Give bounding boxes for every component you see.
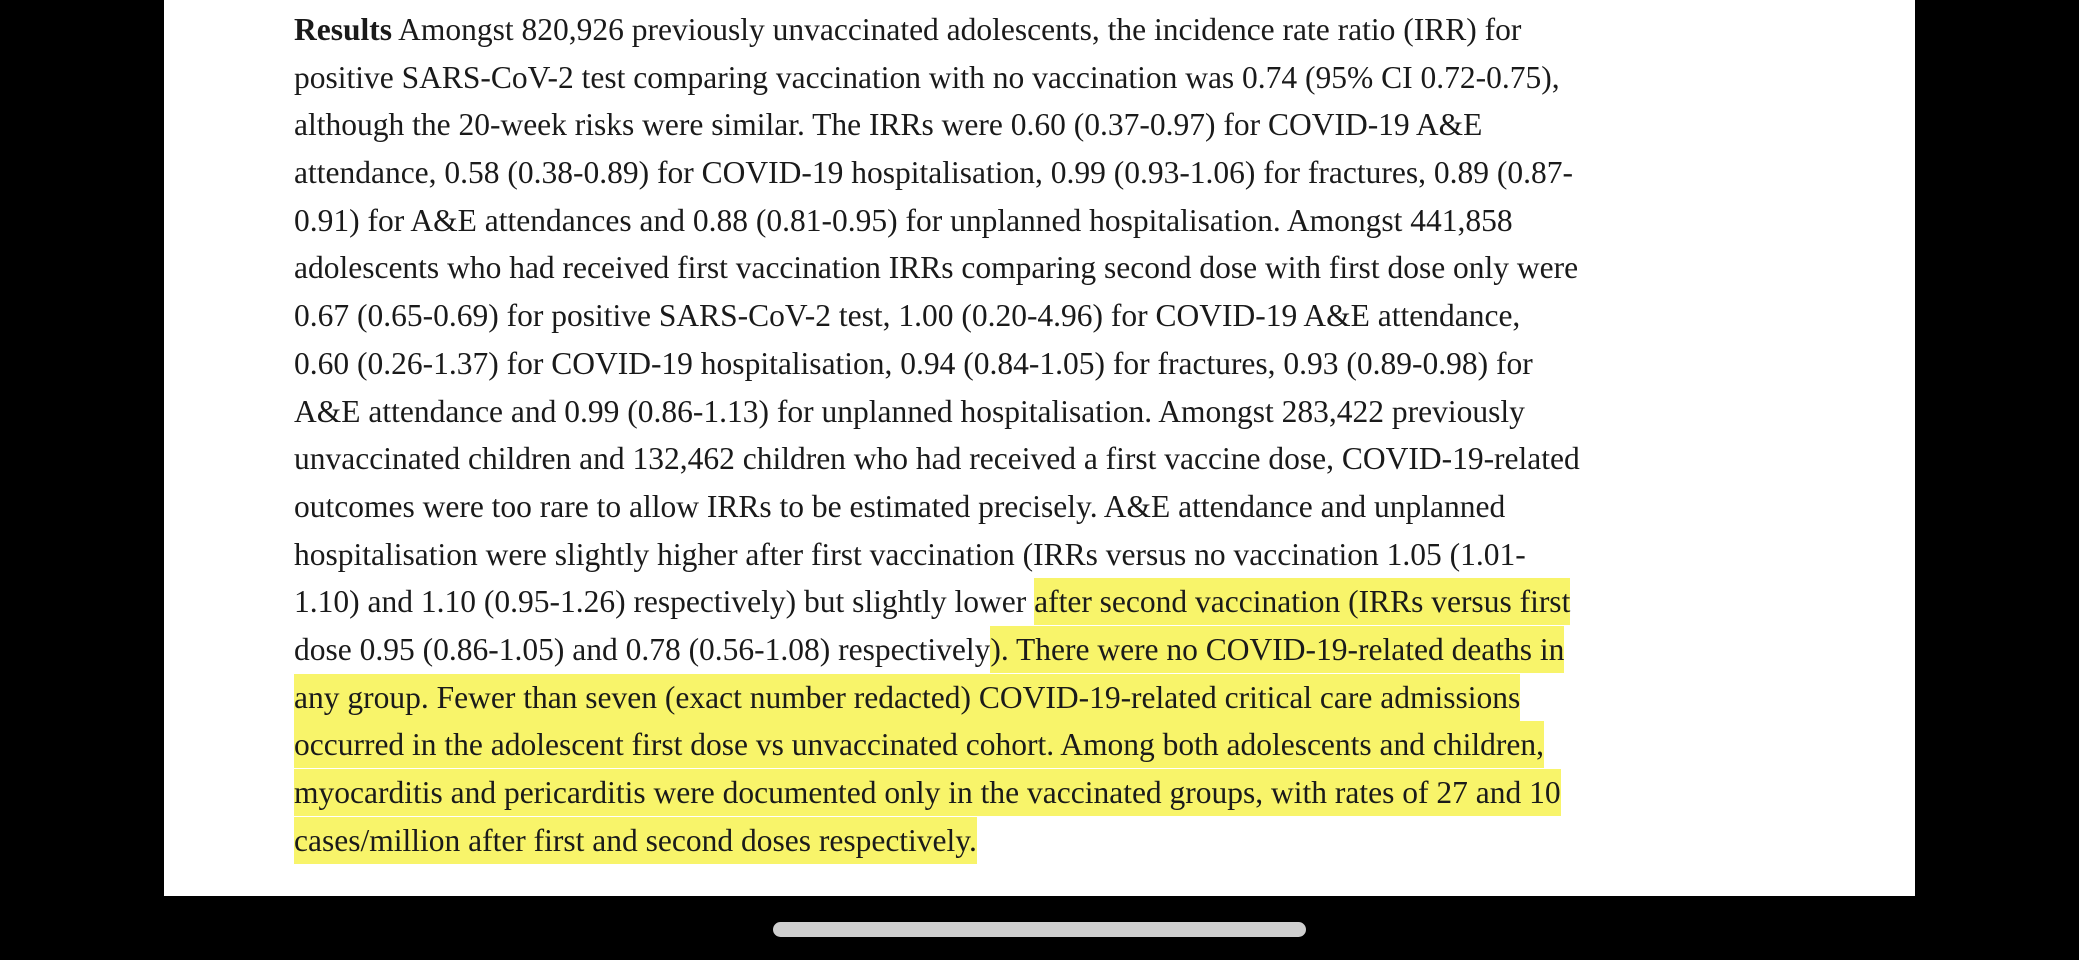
text-segment: Amongst 820,926 previously unvaccinated … [392, 12, 1522, 47]
highlighted-text: cases/million after first and second dos… [294, 822, 977, 858]
text-line: 0.60 (0.26-1.37) for COVID-19 hospitalis… [294, 340, 1580, 388]
text-line: cases/million after first and second dos… [294, 817, 1580, 865]
text-segment: adolescents who had received first vacci… [294, 250, 1579, 286]
text-segment: outcomes were too rare to allow IRRs to … [294, 488, 1506, 524]
text-line: myocarditis and pericarditis were docume… [294, 769, 1580, 817]
text-line: 0.91) for A&E attendances and 0.88 (0.81… [294, 197, 1580, 245]
text-segment: 0.91) for A&E attendances and 0.88 (0.81… [294, 202, 1513, 238]
highlighted-text: ). There were no COVID-19-related deaths… [990, 631, 1565, 667]
text-segment: 1.10) and 1.10 (0.95-1.26) respectively)… [294, 584, 1035, 620]
text-segment: A&E attendance and 0.99 (0.86-1.13) for … [294, 393, 1525, 429]
results-paragraph: Results Amongst 820,926 previously unvac… [294, 6, 1580, 864]
text-line: outcomes were too rare to allow IRRs to … [294, 483, 1580, 531]
text-line: adolescents who had received first vacci… [294, 244, 1580, 292]
section-heading: Results [294, 12, 393, 47]
highlighted-text: after second vaccination (IRRs versus fi… [1034, 584, 1571, 620]
text-line: occurred in the adolescent first dose vs… [294, 721, 1580, 769]
text-line: Results Amongst 820,926 previously unvac… [294, 6, 1580, 54]
text-segment: although the 20-week risks were similar.… [294, 107, 1483, 143]
text-segment: 0.67 (0.65-0.69) for positive SARS-CoV-2… [294, 298, 1521, 334]
text-line: unvaccinated children and 132,462 childr… [294, 435, 1580, 483]
text-line: attendance, 0.58 (0.38-0.89) for COVID-1… [294, 149, 1580, 197]
text-line: 1.10) and 1.10 (0.95-1.26) respectively)… [294, 578, 1580, 626]
text-line: 0.67 (0.65-0.69) for positive SARS-CoV-2… [294, 292, 1580, 340]
highlighted-text: any group. Fewer than seven (exact numbe… [294, 679, 1521, 715]
text-segment: positive SARS-CoV-2 test comparing vacci… [294, 59, 1560, 95]
text-line: dose 0.95 (0.86-1.05) and 0.78 (0.56-1.0… [294, 626, 1580, 674]
highlighted-text: myocarditis and pericarditis were docume… [294, 775, 1561, 810]
text-segment: dose 0.95 (0.86-1.05) and 0.78 (0.56-1.0… [294, 631, 991, 667]
text-line: positive SARS-CoV-2 test comparing vacci… [294, 54, 1580, 102]
text-segment: attendance, 0.58 (0.38-0.89) for COVID-1… [294, 155, 1573, 191]
home-indicator-bar[interactable] [773, 922, 1306, 937]
highlighted-text: occurred in the adolescent first dose vs… [294, 727, 1544, 763]
text-segment: hospitalisation were slightly higher aft… [294, 536, 1526, 572]
text-line: A&E attendance and 0.99 (0.86-1.13) for … [294, 388, 1580, 436]
text-segment: 0.60 (0.26-1.37) for COVID-19 hospitalis… [294, 345, 1533, 381]
text-segment: unvaccinated children and 132,462 childr… [294, 441, 1580, 477]
document-page: Results Amongst 820,926 previously unvac… [164, 0, 1915, 896]
text-line: hospitalisation were slightly higher aft… [294, 531, 1580, 579]
text-line: any group. Fewer than seven (exact numbe… [294, 674, 1580, 722]
text-line: although the 20-week risks were similar.… [294, 101, 1580, 149]
